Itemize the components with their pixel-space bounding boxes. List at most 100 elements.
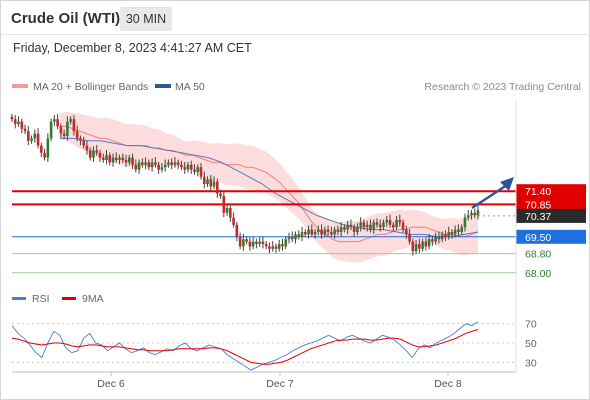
candle-body xyxy=(431,239,434,242)
x-tick-label: Dec 8 xyxy=(434,378,462,390)
level-tag-70.37 xyxy=(516,208,586,223)
candle-body xyxy=(333,229,336,235)
candle-body xyxy=(470,212,473,216)
ma9-legend-label: 9MA xyxy=(82,293,104,305)
candle-body xyxy=(157,164,160,170)
candle-body xyxy=(447,232,450,237)
instrument-title: Crude Oil (WTI) xyxy=(11,10,121,27)
timeframe-button[interactable]: 30 MIN xyxy=(120,7,172,31)
header-divider xyxy=(0,34,590,35)
candle-body xyxy=(372,222,376,230)
bollinger-bands xyxy=(60,111,478,263)
candle-body xyxy=(33,133,37,139)
candle-body xyxy=(356,227,359,232)
candle-body xyxy=(108,155,112,163)
candle-body xyxy=(10,116,14,120)
candle-body xyxy=(128,157,131,163)
candle-body xyxy=(238,236,242,247)
candle-body xyxy=(124,160,128,163)
candle-body xyxy=(255,241,258,244)
candle-body xyxy=(343,227,346,230)
candle-body xyxy=(248,241,252,247)
chart-datetime: Friday, December 8, 2023 4:41:27 AM CET xyxy=(13,41,252,55)
candle-body xyxy=(300,232,304,237)
research-credit: Research © 2023 Trading Central xyxy=(424,81,581,93)
candle-body xyxy=(369,224,372,230)
candle-body xyxy=(26,131,30,141)
candle-body xyxy=(131,157,134,165)
candle-body xyxy=(290,236,294,240)
ma50-legend-swatch xyxy=(155,84,171,88)
candle-body xyxy=(137,162,141,170)
candle-body xyxy=(66,121,69,136)
candle-body xyxy=(277,244,281,249)
candle-body xyxy=(440,234,444,240)
candle-body xyxy=(261,241,265,244)
x-tick-label: Dec 7 xyxy=(266,378,294,390)
level-label-68.00: 68.00 xyxy=(525,268,551,280)
candle-body xyxy=(183,167,187,170)
candle-body xyxy=(352,227,356,232)
candle-body xyxy=(303,232,307,235)
ma50-line xyxy=(60,137,479,238)
ma9-line xyxy=(11,328,479,365)
level-tag-70.85 xyxy=(516,197,586,212)
candle-body xyxy=(271,246,274,249)
candle-body xyxy=(235,224,239,237)
candle-body xyxy=(196,167,200,172)
candle-body xyxy=(362,222,366,228)
candle-body xyxy=(378,224,382,228)
candle-body xyxy=(466,215,470,218)
candle-body xyxy=(395,220,398,228)
candle-body xyxy=(216,181,219,194)
candle-body xyxy=(101,157,105,160)
candle-body xyxy=(202,176,206,184)
candle-body xyxy=(418,244,421,249)
candle-body xyxy=(287,236,291,240)
candle-body xyxy=(49,121,53,139)
candle-body xyxy=(444,234,447,237)
candle-body xyxy=(69,119,72,122)
candle-body xyxy=(476,210,480,216)
ma20-legend-swatch xyxy=(12,84,28,88)
bollinger-band-area xyxy=(60,111,478,263)
candle-body xyxy=(170,162,173,165)
candle-body xyxy=(317,229,320,232)
candle-body xyxy=(163,164,167,168)
candle-body xyxy=(167,162,170,165)
candle-body xyxy=(346,224,349,230)
candle-body xyxy=(72,119,76,132)
level-label-68.80: 68.80 xyxy=(525,249,551,261)
candle-body xyxy=(310,229,314,235)
rsi-tick-70: 70 xyxy=(525,319,537,331)
candle-body xyxy=(281,244,284,247)
candle-body xyxy=(473,212,477,216)
candle-body xyxy=(111,157,115,163)
candle-body xyxy=(251,241,255,247)
candle-body xyxy=(408,234,411,242)
rsi-line xyxy=(11,321,479,371)
projection-arrow-icon xyxy=(471,177,514,210)
ma9-legend-swatch xyxy=(62,297,76,300)
candle-body xyxy=(457,229,460,232)
candle-body xyxy=(339,227,343,232)
candle-body xyxy=(62,133,66,136)
candle-body xyxy=(141,162,144,165)
candle-body xyxy=(36,133,40,146)
candle-body xyxy=(336,229,340,232)
candle-body xyxy=(320,229,323,235)
candle-body xyxy=(46,138,50,158)
candle-body xyxy=(284,239,288,247)
rsi-legend-swatch xyxy=(12,297,26,300)
candle-body xyxy=(92,150,95,158)
candle-body xyxy=(105,155,108,160)
candle-body xyxy=(134,164,138,170)
rsi-tick-30: 30 xyxy=(525,357,537,369)
candle-body xyxy=(382,222,385,228)
candle-body xyxy=(88,150,92,158)
rsi-legend-label: RSI xyxy=(32,293,50,305)
candle-body xyxy=(424,241,428,247)
candle-body xyxy=(359,222,362,228)
candle-body xyxy=(398,220,402,223)
